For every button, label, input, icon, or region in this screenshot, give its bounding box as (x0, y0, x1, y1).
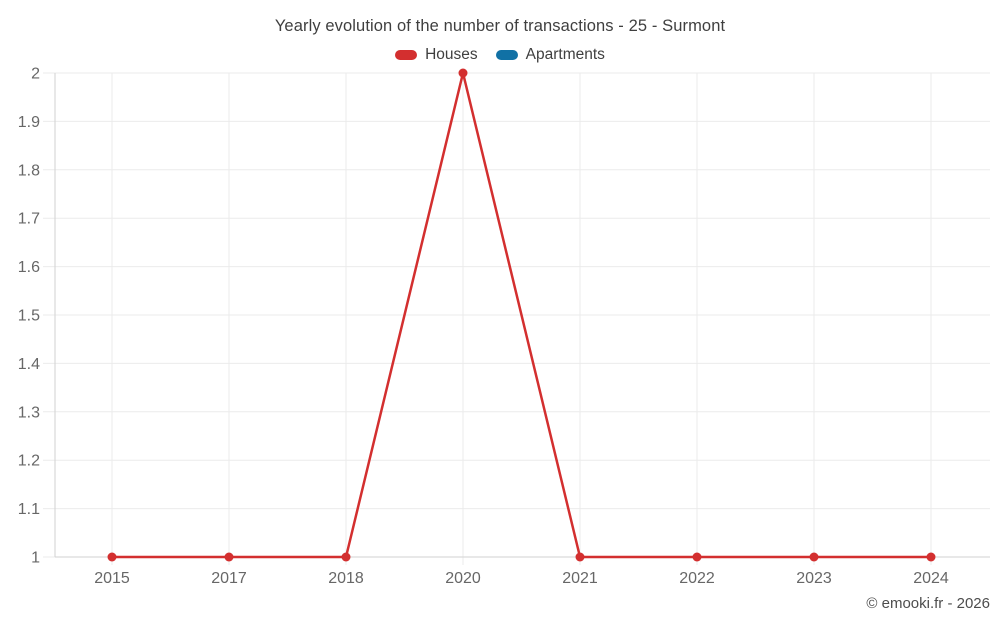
y-tick-label: 1.3 (18, 404, 40, 421)
legend: Houses Apartments (0, 46, 1000, 64)
x-tick-label: 2015 (94, 570, 130, 587)
data-point-2015[interactable] (107, 552, 117, 562)
y-tick-label: 2 (31, 66, 40, 83)
apartments-swatch-icon (495, 50, 518, 60)
y-tick-label: 1.7 (18, 211, 40, 228)
y-tick-label: 1.9 (18, 114, 40, 131)
y-tick-label: 1.2 (18, 453, 40, 470)
y-tick-label: 1.6 (18, 259, 40, 276)
legend-label-apartments: Apartments (525, 46, 605, 63)
y-tick-label: 1.5 (18, 308, 40, 325)
x-tick-label: 2021 (562, 570, 598, 587)
data-point-2023[interactable] (809, 552, 819, 562)
data-point-2018[interactable] (341, 552, 351, 562)
legend-item-houses[interactable]: Houses (395, 46, 478, 64)
y-tick-label: 1.8 (18, 162, 40, 179)
chart-title: Yearly evolution of the number of transa… (274, 17, 726, 35)
data-point-2017[interactable] (224, 552, 234, 562)
x-tick-label: 2023 (796, 570, 832, 587)
data-point-2024[interactable] (926, 552, 936, 562)
data-point-2022[interactable] (692, 552, 702, 562)
y-tick-label: 1 (31, 550, 40, 567)
data-point-2021[interactable] (575, 552, 585, 562)
copyright: © emooki.fr - 2026 (866, 595, 990, 612)
y-tick-label: 1.4 (18, 356, 40, 373)
x-tick-label: 2018 (328, 570, 364, 587)
houses-swatch-icon (395, 50, 418, 60)
x-tick-label: 2024 (913, 570, 949, 587)
y-tick-label: 1.1 (18, 501, 40, 518)
x-tick-label: 2017 (211, 570, 247, 587)
houses-line (110, 71, 933, 559)
legend-label-houses: Houses (425, 46, 478, 63)
data-point-2020[interactable] (458, 68, 468, 78)
x-tick-label: 2020 (445, 570, 481, 587)
legend-item-apartments[interactable]: Apartments (495, 46, 605, 64)
x-tick-label: 2022 (679, 570, 715, 587)
